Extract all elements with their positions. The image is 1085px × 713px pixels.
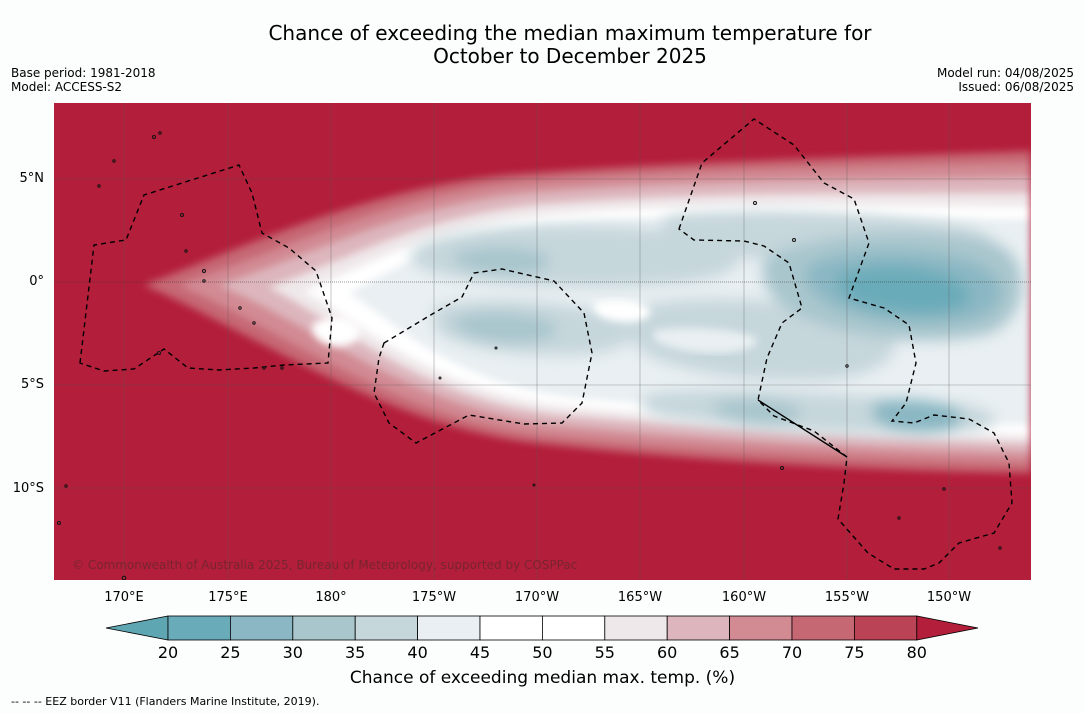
colorbar	[105, 615, 979, 641]
lat-label-5s: 5°S	[20, 377, 44, 392]
lat-label-5n: 5°N	[19, 171, 45, 186]
colorbar-cell	[292, 615, 356, 641]
lon-label-175e: 175°E	[208, 590, 248, 605]
metadata-right: Model run: 04/08/2025 Issued: 06/08/2025	[937, 66, 1074, 94]
base-period: Base period: 1981-2018	[11, 66, 156, 80]
lon-label-160w: 160°W	[721, 590, 767, 605]
graticule	[54, 103, 1031, 580]
colorbar-cell	[854, 615, 918, 641]
colorbar-tick-label: 55	[594, 643, 615, 662]
lon-label-155w: 155°W	[824, 590, 870, 605]
colorbar-tick-label: 30	[282, 643, 303, 662]
eez-legend-note: -- -- -- EEZ border V11 (Flanders Marine…	[11, 695, 320, 708]
chart-title: Chance of exceeding the median maximum t…	[0, 22, 1085, 68]
boundary-segment	[757, 399, 848, 458]
title-line-2: October to December 2025	[433, 44, 707, 68]
colorbar-tick-label: 70	[781, 643, 803, 662]
lon-label-170w: 170°W	[514, 590, 560, 605]
colorbar-tick-label: 40	[407, 643, 428, 662]
colorbar-cell	[791, 615, 855, 641]
colorbar-tick-label: 75	[844, 643, 865, 662]
colorbar-tick-label: 35	[345, 643, 366, 662]
colorbar-tick-label: 60	[657, 643, 678, 662]
colorbar-tick-label: 25	[220, 643, 241, 662]
lat-label-10s: 10°S	[12, 481, 44, 496]
colorbar-cell	[479, 615, 543, 641]
eez-borders	[79, 118, 1013, 570]
colorbar-label: Chance of exceeding median max. temp. (%…	[349, 668, 736, 688]
copyright-notice: © Commonwealth of Australia 2025, Bureau…	[72, 558, 578, 572]
lon-label-170e: 170°E	[104, 590, 144, 605]
colorbar-tick-label: 80	[906, 643, 927, 662]
forecast-map	[54, 103, 1031, 580]
model-run-date: Model run: 04/08/2025	[936, 66, 1074, 80]
issued-date: Issued: 06/08/2025	[958, 80, 1074, 94]
colorbar-cell	[666, 615, 731, 641]
colorbar-cell	[604, 615, 668, 641]
colorbar-tick-label: 50	[532, 643, 553, 662]
title-line-1: Chance of exceeding the median maximum t…	[268, 21, 872, 45]
colorbar-cell	[417, 615, 481, 641]
islands	[57, 131, 1002, 580]
colorbar-extend-low	[105, 615, 169, 641]
colorbar-tick-label: 45	[469, 643, 491, 662]
cool-anomaly-patches	[410, 211, 1022, 435]
colorbar-extend-high	[916, 615, 979, 641]
model-name: Model: ACCESS-S2	[11, 80, 123, 94]
lon-label-165w: 165°W	[617, 590, 663, 605]
colorbar-cell	[729, 615, 793, 641]
colorbar-tick-label: 20	[157, 643, 179, 662]
lat-label-0: 0°	[29, 274, 44, 289]
lon-label-180: 180°	[315, 590, 347, 605]
colorbar-cell	[167, 615, 231, 641]
neutral-patches	[312, 300, 757, 353]
colorbar-cell	[354, 615, 418, 641]
lon-label-150w: 150°W	[926, 590, 972, 605]
colorbar-tick-label: 65	[719, 643, 740, 662]
colorbar-cell	[541, 615, 606, 641]
metadata-left: Base period: 1981-2018 Model: ACCESS-S2	[11, 66, 156, 94]
colorbar-cells	[105, 615, 979, 641]
lon-label-175w: 175°W	[411, 590, 457, 605]
colorbar-cell	[230, 615, 294, 641]
